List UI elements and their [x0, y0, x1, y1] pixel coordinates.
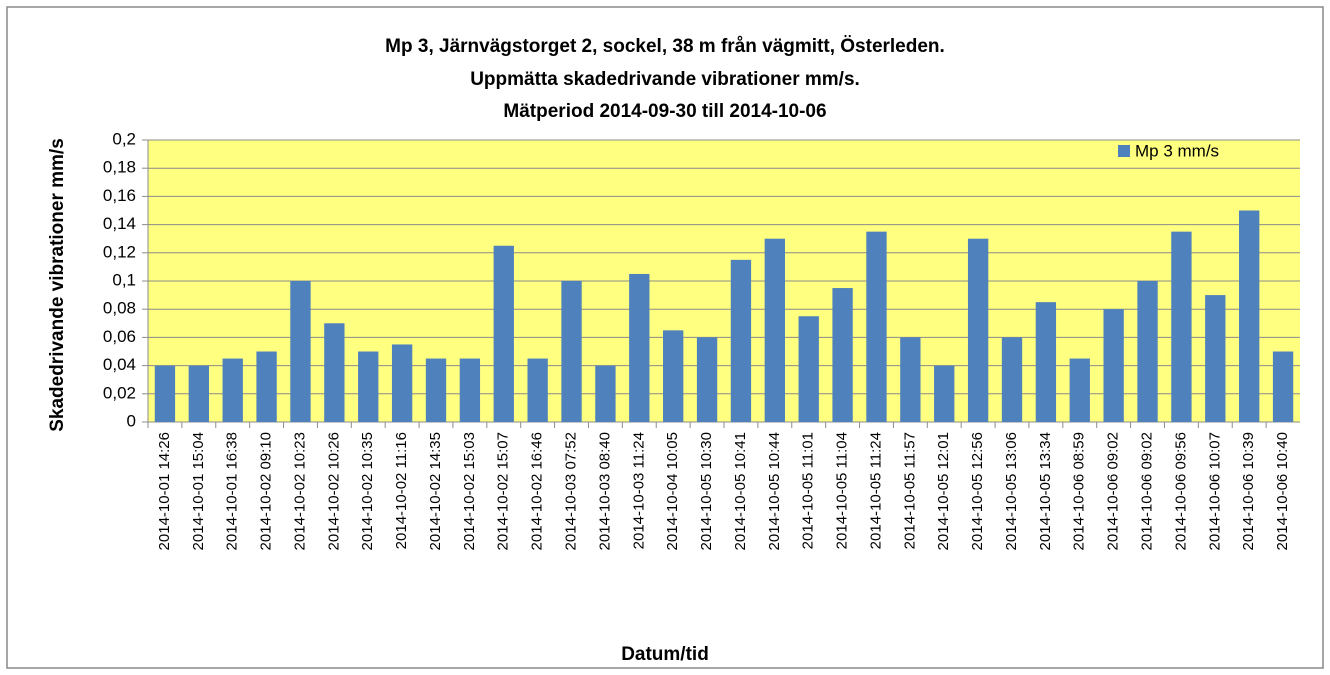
y-tick-label: 0,18 [103, 158, 136, 177]
bar [663, 330, 684, 422]
bar [1001, 337, 1023, 422]
y-tick-label: 0,2 [112, 129, 136, 148]
bar [290, 281, 311, 422]
y-tick-label: 0,04 [103, 355, 136, 374]
x-tick-label: 2014-10-05 13:34 [1037, 432, 1054, 550]
bar [1137, 281, 1158, 422]
x-tick-label: 2014-10-02 16:46 [529, 432, 546, 550]
bar [425, 358, 447, 422]
legend-label: Mp 3 mm/s [1135, 141, 1219, 160]
y-tick-label: 0,14 [103, 214, 136, 233]
x-tick-label: 2014-10-02 10:35 [359, 432, 376, 550]
x-tick-label: 2014-10-03 08:40 [596, 432, 613, 550]
bar [1103, 309, 1124, 422]
bar [1272, 351, 1294, 422]
x-tick-label: 2014-10-02 09:10 [258, 432, 275, 550]
x-tick-label: 2014-10-05 12:56 [969, 432, 986, 550]
x-tick-label: 2014-10-01 15:04 [190, 432, 207, 550]
x-tick-label: 2014-10-06 10:07 [1206, 432, 1223, 550]
x-tick-label: 2014-10-06 10:39 [1240, 432, 1257, 550]
bar [730, 259, 752, 422]
x-tick-label: 2014-10-02 10:23 [291, 432, 308, 550]
bar [832, 288, 853, 422]
bar [1035, 302, 1057, 422]
x-tick-label: 2014-10-06 09:02 [1138, 432, 1155, 550]
x-tick-label: 2014-10-05 12:01 [935, 432, 952, 550]
bar [391, 344, 413, 422]
bar [324, 323, 345, 422]
x-tick-label: 2014-10-01 16:38 [224, 432, 241, 550]
x-tick-label: 2014-10-05 11:57 [901, 432, 918, 549]
x-tick-label: 2014-10-02 15:03 [461, 432, 478, 550]
y-tick-label: 0,16 [103, 186, 136, 205]
legend-swatch [1118, 145, 1130, 157]
x-tick-label: 2014-10-03 11:24 [630, 432, 647, 549]
bar [493, 245, 514, 422]
bar [1069, 358, 1090, 422]
bar [527, 358, 548, 422]
y-tick-label: 0,06 [103, 327, 136, 346]
y-axis-title: Skadedrivande vibrationer mm/s [47, 138, 68, 432]
x-tick-label: 2014-10-06 08:59 [1071, 432, 1088, 550]
bar [595, 365, 616, 422]
x-tick-label: 2014-10-06 09:56 [1172, 432, 1189, 550]
x-tick-label: 2014-10-05 13:06 [1003, 432, 1020, 550]
bar [696, 337, 718, 422]
bar [154, 365, 176, 422]
x-tick-label: 2014-10-02 15:07 [495, 432, 512, 550]
bar [459, 358, 481, 422]
x-tick-label: 2014-10-05 10:44 [766, 432, 783, 550]
bar [798, 316, 819, 422]
chart-title: Uppmätta skadedrivande vibrationer mm/s. [470, 69, 860, 90]
bar [629, 273, 650, 422]
x-tick-label: 2014-10-03 07:52 [562, 432, 579, 550]
x-tick-label: 2014-10-05 11:24 [867, 432, 884, 549]
x-axis-title: Datum/tid [621, 644, 709, 665]
x-tick-label: 2014-10-05 11:01 [800, 432, 817, 549]
x-tick-label: 2014-10-01 14:26 [156, 432, 173, 550]
x-tick-label: 2014-10-06 09:02 [1105, 432, 1122, 550]
x-tick-label: 2014-10-05 10:30 [698, 432, 715, 550]
chart-title: Mätperiod 2014-09-30 till 2014-10-06 [503, 101, 826, 122]
bar [256, 351, 277, 422]
y-tick-label: 0,12 [103, 242, 136, 261]
chart-title: Mp 3, Järnvägstorget 2, sockel, 38 m frå… [385, 36, 945, 57]
bar [222, 358, 243, 422]
x-tick-label: 2014-10-02 11:16 [393, 432, 410, 549]
x-tick-label: 2014-10-05 10:41 [732, 432, 749, 550]
y-tick-label: 0,02 [103, 383, 136, 402]
bar [900, 337, 921, 422]
bar [358, 351, 379, 422]
bar [967, 238, 989, 422]
bar [1239, 210, 1260, 422]
x-tick-label: 2014-10-05 11:04 [834, 432, 851, 549]
y-tick-label: 0,1 [112, 270, 136, 289]
y-tick-label: 0 [127, 411, 136, 430]
y-tick-label: 0,08 [103, 299, 136, 318]
bar [764, 238, 785, 422]
bar [934, 365, 955, 422]
bar [866, 231, 887, 422]
x-tick-label: 2014-10-04 10:05 [664, 432, 681, 550]
bar [561, 281, 582, 422]
bar [1171, 231, 1192, 422]
x-tick-label: 2014-10-02 14:35 [427, 432, 444, 550]
bar [1205, 295, 1226, 422]
bar [188, 365, 209, 422]
x-tick-label: 2014-10-02 10:26 [325, 432, 342, 550]
x-tick-label: 2014-10-06 10:40 [1274, 432, 1291, 550]
